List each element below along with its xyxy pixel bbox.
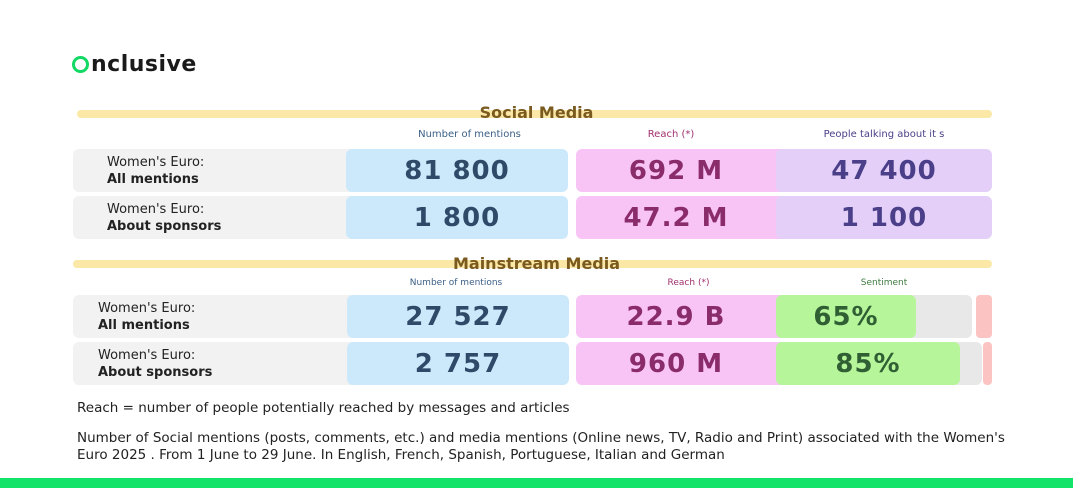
mainstream-header-sentiment: Sentiment	[860, 278, 908, 288]
mainstream-section-bar	[73, 260, 992, 268]
row-label-event: Women's Euro:	[98, 301, 196, 316]
social-header-people: People talking about it s	[823, 129, 945, 140]
social-mentions-value: 1 800	[346, 196, 568, 239]
scope-footnote-line2: Euro 2025 . From 1 June to 29 June. In E…	[77, 447, 725, 463]
social-reach-value: 47.2 M	[576, 196, 806, 239]
social-row-label: Women's Euro: About sponsors	[73, 196, 363, 239]
row-label-event: Women's Euro:	[107, 155, 205, 170]
mainstream-row-label: Women's Euro: All mentions	[73, 295, 363, 338]
mainstream-mentions-value: 27 527	[347, 295, 569, 338]
mainstream-reach-value: 22.9 B	[576, 295, 806, 338]
social-people-value: 47 400	[776, 149, 992, 192]
row-label-event: Women's Euro:	[107, 202, 205, 217]
logo-wordmark: nclusive	[91, 51, 197, 77]
social-mentions-value: 81 800	[346, 149, 568, 192]
reach-footnote: Reach = number of people potentially rea…	[77, 400, 570, 416]
mainstream-header-mentions: Number of mentions	[409, 278, 503, 288]
social-header-mentions: Number of mentions	[418, 129, 521, 140]
onclusive-logo: nclusive	[72, 50, 197, 78]
social-reach-value: 692 M	[576, 149, 806, 192]
logo-ring-icon	[72, 55, 89, 73]
social-row-label: Women's Euro: All mentions	[73, 149, 363, 192]
sentiment-negative-bar	[976, 295, 992, 338]
sentiment-positive-bar: 85%	[776, 342, 960, 385]
row-label-scope: All mentions	[98, 318, 190, 333]
mainstream-header-reach: Reach (*)	[667, 278, 710, 288]
row-label-scope: About sponsors	[107, 219, 222, 234]
sentiment-negative-bar	[983, 342, 992, 385]
social-section-title: Social Media	[479, 103, 594, 122]
social-people-value: 1 100	[776, 196, 992, 239]
social-section-bar	[77, 110, 992, 118]
brand-bottom-bar	[0, 478, 1073, 488]
row-label-event: Women's Euro:	[98, 348, 196, 363]
mainstream-section-title: Mainstream Media	[452, 254, 621, 273]
scope-footnote-line1: Number of Social mentions (posts, commen…	[77, 430, 1005, 446]
sentiment-positive-bar: 65%	[776, 295, 916, 338]
mainstream-mentions-value: 2 757	[347, 342, 569, 385]
social-header-reach: Reach (*)	[647, 129, 695, 140]
row-label-scope: All mentions	[107, 172, 199, 187]
mainstream-row-label: Women's Euro: About sponsors	[73, 342, 363, 385]
mainstream-reach-value: 960 M	[576, 342, 806, 385]
row-label-scope: About sponsors	[98, 365, 213, 380]
